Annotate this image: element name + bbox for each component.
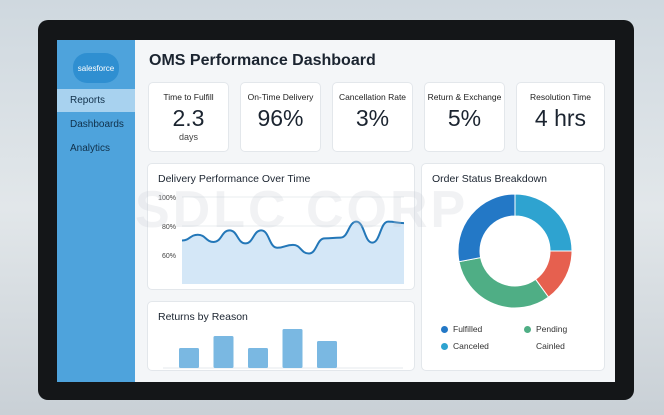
bar (248, 348, 268, 368)
legend-dot (441, 342, 448, 350)
kpi-value: 3% (355, 105, 390, 131)
y-tick-label: 80% (162, 224, 176, 231)
donut-slice (514, 193, 573, 252)
legend-pending: Pending (524, 324, 567, 334)
legend-label: Cainled (536, 341, 565, 351)
legend-canceled: Canceled (441, 341, 489, 351)
legend-label: Fulfilled (453, 324, 483, 334)
bar (282, 329, 303, 368)
salesforce-logo: salesforce (73, 53, 119, 83)
kpi-time-to-fulfill: Time to Fulfill 2.3 days (148, 82, 229, 152)
kpi-label: On-Time Delivery (247, 92, 314, 102)
legend-label: Canceled (453, 341, 489, 351)
delivery-performance-card: Delivery Performance Over Time 100% 80% 60… (147, 163, 415, 290)
legend-label: Pending (536, 324, 568, 334)
sidebar-item-analytics[interactable]: Analytics (70, 143, 111, 154)
kpi-value: 2.3 (172, 105, 205, 131)
bar (317, 341, 337, 368)
bar (179, 348, 199, 368)
kpi-on-time-delivery: On-Time Delivery 96% (240, 82, 321, 152)
sidebar: salesforce Reports Dashboards Analytics (57, 40, 135, 382)
returns-by-reason-card: Returns by Reason (147, 301, 415, 371)
kpi-label: Resolution Time (530, 92, 591, 102)
kpi-value: 5% (447, 105, 482, 131)
kpi-value: 4 hrs (534, 105, 587, 131)
kpi-cancellation-rate: Cancellation Rate 3% (332, 82, 413, 152)
legend-cainled: Cainled (536, 341, 565, 351)
chart-title: Order Status Breakdown (432, 173, 547, 185)
area-fill (182, 221, 404, 284)
y-tick-label: 100% (158, 195, 176, 202)
kpi-unit: days (178, 132, 198, 142)
chart-title: Returns by Reason (158, 311, 248, 323)
order-status-card: Order Status Breakdown Fulfilled Pending… (421, 163, 605, 371)
legend-fulfilled: Fulfilled (441, 324, 482, 334)
kpi-label: Cancellation Rate (338, 92, 407, 102)
delivery-line-chart: 100% 80% 60% (158, 195, 405, 284)
y-tick-label: 60% (162, 253, 176, 260)
sidebar-item-dashboards[interactable]: Dashboards (70, 119, 124, 130)
returns-bar-chart (163, 329, 403, 369)
dashboard-screen: salesforce Reports Dashboards Analytics … (57, 40, 615, 382)
bar (213, 336, 234, 368)
chart-title: Delivery Performance Over Time (158, 173, 311, 185)
legend-dot (524, 325, 531, 333)
donut-slice (458, 256, 550, 309)
sidebar-item-reports[interactable]: Reports (57, 89, 135, 112)
kpi-resolution-time: Resolution Time 4 hrs (516, 82, 605, 152)
kpi-label: Time to Fulfill (163, 92, 214, 102)
order-status-donut (457, 193, 573, 309)
legend-dot (441, 325, 448, 333)
kpi-return-exchange: Return & Exchange 5% (424, 82, 505, 152)
kpi-label: Return & Exchange (427, 92, 502, 102)
kpi-value: 96% (257, 105, 304, 131)
page-title: OMS Performance Dashboard (149, 52, 376, 69)
donut-slice (457, 193, 516, 263)
